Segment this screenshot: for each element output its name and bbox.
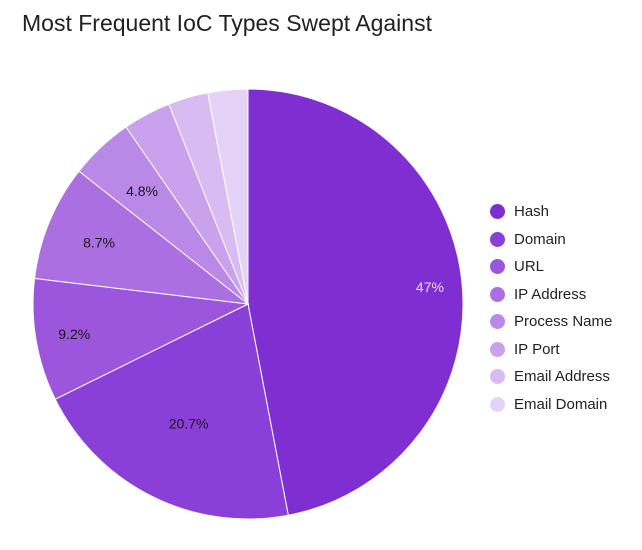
legend-label: IP Address [514,285,587,303]
legend-label: Hash [514,203,550,221]
legend-item-ip-port[interactable]: IP Port [490,336,640,364]
legend-label: Process Name [514,313,613,331]
legend-swatch [490,341,505,357]
legend-swatch [490,396,505,412]
legend-label: Domain [514,230,566,248]
legend-swatch [490,204,505,220]
pie-slice-email-domain[interactable] [207,88,249,305]
pie-slice-hash[interactable] [247,88,464,516]
pie-slice-domain[interactable] [54,303,289,520]
legend-item-email-address[interactable]: Email Address [490,363,640,391]
legend-item-hash[interactable]: Hash [490,198,640,226]
legend-label: Email Address [514,368,610,386]
legend-swatch [490,314,505,330]
chart-title: Most Frequent IoC Types Swept Against [22,10,432,36]
chart-legend: Hash Domain URL IP Address Process Name … [490,198,640,418]
legend-item-ip-address[interactable]: IP Address [490,281,640,309]
legend-swatch [490,231,505,247]
pie-slice-url[interactable] [32,277,250,400]
legend-swatch [490,369,505,385]
slice-label-hash: 47% [416,279,444,295]
pie-slice-ip-address[interactable] [33,170,250,305]
legend-item-url[interactable]: URL [490,253,640,281]
slice-label-process-name: 4.8% [126,183,158,199]
legend-label: URL [514,258,545,276]
legend-item-email-domain[interactable]: Email Domain [490,391,640,419]
legend-label: IP Port [514,340,560,358]
legend-item-process-name[interactable]: Process Name [490,308,640,336]
legend-label: Email Domain [514,395,608,413]
slice-label-ip-address: 8.7% [83,234,115,250]
legend-item-domain[interactable]: Domain [490,226,640,254]
legend-swatch [490,259,505,275]
slice-label-domain: 20.7% [169,415,209,431]
slice-label-url: 9.2% [58,326,90,342]
legend-swatch [490,286,505,302]
